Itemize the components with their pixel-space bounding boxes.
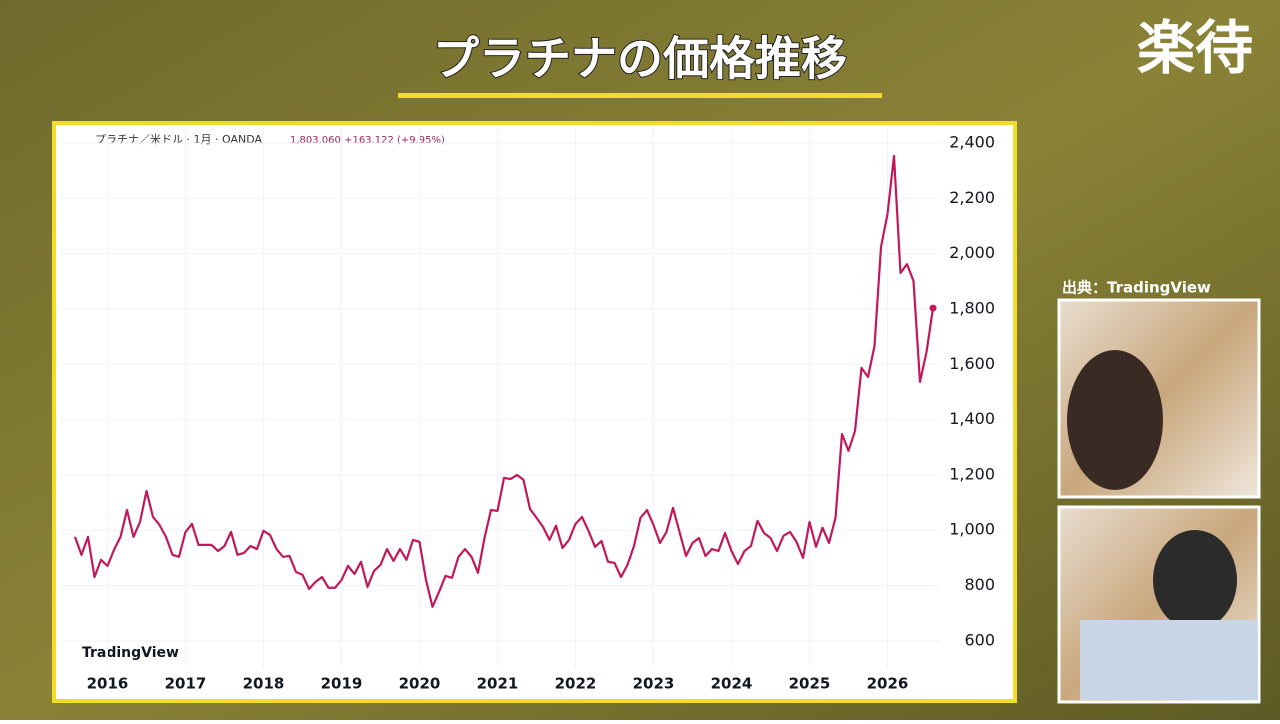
y-tick-label: 1,400 xyxy=(949,409,995,428)
x-tick-label: 2017 xyxy=(165,675,207,693)
y-tick-label: 2,200 xyxy=(949,188,995,207)
price-line xyxy=(73,154,935,608)
x-tick-label: 2020 xyxy=(399,675,441,693)
x-tick-label: 2023 xyxy=(633,675,675,693)
plot: 600 800 1,000 1,200 1,400 1,600 1,800 2,000 2,20… xyxy=(60,128,995,693)
x-tick-label: 2021 xyxy=(477,675,519,693)
x-tick-label: 2022 xyxy=(555,675,597,693)
watermark: TradingView xyxy=(82,645,179,661)
source-label: 出典：TradingView xyxy=(1062,279,1211,297)
y-tick-label: 2,000 xyxy=(949,243,995,262)
x-tick-label: 2019 xyxy=(321,675,363,693)
y-tick-label: 2,400 xyxy=(949,132,995,151)
x-tick-label: 2025 xyxy=(789,675,831,693)
y-tick-label: 1,600 xyxy=(949,354,995,373)
x-tick-label: 2026 xyxy=(867,675,909,693)
y-tick-label: 600 xyxy=(964,630,995,649)
last-point xyxy=(929,304,937,312)
y-tick-label: 800 xyxy=(964,575,995,594)
x-tick-label: 2016 xyxy=(87,675,129,693)
logo: 楽待 xyxy=(1137,14,1253,82)
price-info: 1,803.060 +163.122 (+9.95%) xyxy=(290,135,445,146)
title-underline xyxy=(398,93,882,98)
y-tick-label: 1,800 xyxy=(949,298,995,317)
x-tick-label: 2024 xyxy=(711,675,753,693)
title: プラチナの価格推移 xyxy=(433,32,847,86)
y-tick-label: 1,000 xyxy=(949,520,995,539)
person xyxy=(1067,350,1163,490)
symbol-label: プラチナ／米ドル · 1月 · OANDA xyxy=(95,133,262,146)
x-tick-label: 2018 xyxy=(243,675,285,693)
chart-panel xyxy=(52,121,1017,703)
person xyxy=(1153,530,1237,630)
y-tick-label: 1,200 xyxy=(949,464,995,483)
person xyxy=(1080,620,1258,700)
